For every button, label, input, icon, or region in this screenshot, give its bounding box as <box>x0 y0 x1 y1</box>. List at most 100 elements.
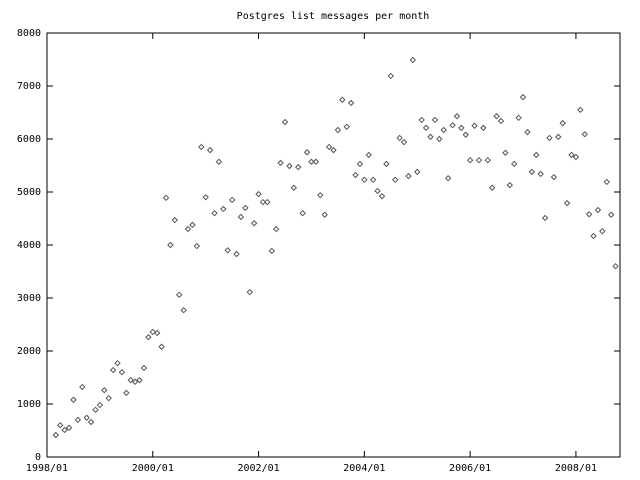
point <box>295 163 302 171</box>
point <box>524 128 531 136</box>
point <box>453 113 461 120</box>
point <box>497 117 505 125</box>
point <box>568 151 575 159</box>
point <box>237 213 245 221</box>
point <box>127 376 134 384</box>
point <box>277 159 284 167</box>
point <box>140 364 148 372</box>
point <box>572 153 580 161</box>
point <box>220 205 227 213</box>
point <box>563 199 571 207</box>
point <box>484 156 491 164</box>
point <box>537 170 544 178</box>
point <box>211 209 218 217</box>
point <box>281 118 289 126</box>
point <box>162 194 170 202</box>
point <box>422 124 430 132</box>
point <box>215 158 223 165</box>
point <box>87 418 95 426</box>
x-tick-label: 2002/01 <box>237 463 279 474</box>
point <box>603 178 610 186</box>
point <box>61 426 68 434</box>
point <box>317 191 324 199</box>
point <box>290 184 298 191</box>
point <box>502 149 509 156</box>
point <box>352 171 359 179</box>
point <box>198 143 205 151</box>
point <box>312 158 320 165</box>
point <box>171 216 179 224</box>
y-tick-label: 8000 <box>17 28 41 39</box>
point <box>590 232 597 240</box>
point <box>206 146 214 154</box>
point <box>57 421 64 429</box>
point <box>136 376 143 384</box>
point <box>149 328 156 336</box>
point <box>427 133 434 141</box>
point <box>83 414 90 421</box>
point <box>466 156 474 164</box>
point <box>96 401 104 409</box>
point <box>224 247 231 254</box>
point <box>550 173 558 181</box>
point <box>246 288 253 296</box>
y-tick-label: 1000 <box>17 399 41 410</box>
x-tick-label: 2000/01 <box>132 463 174 474</box>
point <box>105 394 112 402</box>
point <box>480 124 487 132</box>
point <box>114 359 121 367</box>
point <box>176 291 183 299</box>
point <box>365 151 372 159</box>
y-tick-label: 2000 <box>17 346 41 357</box>
point <box>255 190 262 198</box>
point <box>70 396 77 403</box>
point <box>444 175 452 182</box>
point <box>242 204 249 212</box>
x-tick-label: 2004/01 <box>343 463 385 474</box>
point <box>546 134 553 142</box>
point <box>414 168 421 176</box>
point <box>607 211 615 218</box>
point <box>325 143 333 151</box>
point <box>378 193 386 200</box>
x-tick-label: 2006/01 <box>449 463 491 474</box>
point <box>418 116 425 124</box>
point <box>189 221 196 229</box>
point <box>493 113 500 120</box>
point <box>228 196 236 204</box>
x-tick-label: 1998/01 <box>26 463 68 474</box>
point <box>131 378 139 385</box>
point <box>431 116 439 124</box>
point <box>594 206 602 214</box>
point <box>272 225 280 233</box>
point <box>440 126 447 134</box>
point <box>79 383 86 391</box>
point <box>471 122 478 129</box>
point <box>321 211 328 218</box>
point <box>374 187 381 195</box>
point <box>449 122 456 129</box>
y-tick-label: 0 <box>35 452 41 463</box>
point <box>334 126 342 134</box>
point <box>180 306 187 314</box>
point <box>541 214 549 222</box>
point <box>369 176 377 184</box>
point <box>264 198 271 206</box>
point <box>123 389 130 397</box>
point <box>405 172 412 180</box>
point <box>250 220 258 227</box>
point <box>392 176 399 184</box>
point <box>356 160 364 168</box>
point <box>577 106 584 114</box>
point <box>308 158 315 165</box>
point <box>585 211 593 218</box>
point <box>515 114 522 122</box>
point <box>92 406 99 414</box>
point <box>533 151 540 159</box>
point <box>330 146 337 154</box>
point <box>303 149 311 156</box>
point <box>559 119 566 127</box>
point <box>400 138 408 146</box>
